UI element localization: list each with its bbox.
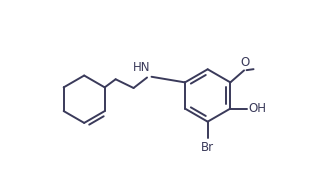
Text: OH: OH [248,102,266,115]
Text: HN: HN [133,61,150,74]
Text: Br: Br [201,141,214,154]
Text: O: O [240,56,249,69]
